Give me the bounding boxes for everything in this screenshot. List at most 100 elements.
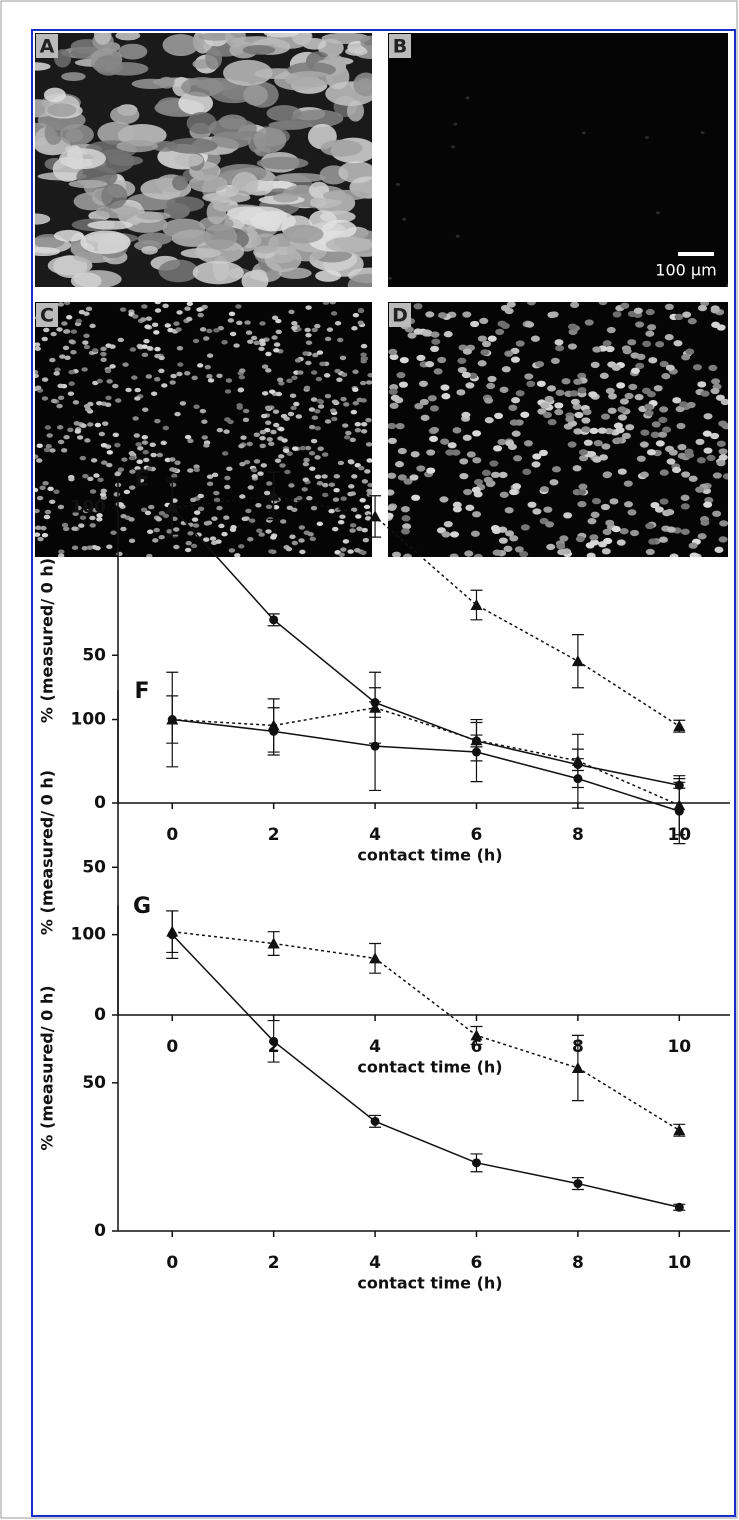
nucleus — [256, 528, 263, 534]
nucleus — [142, 407, 149, 412]
nucleus — [674, 313, 684, 321]
nucleus — [41, 336, 48, 342]
nucleus — [109, 364, 116, 369]
nucleus — [119, 307, 127, 312]
nucleus — [239, 494, 246, 499]
nucleus — [473, 553, 483, 557]
nucleus — [452, 506, 462, 513]
nucleus — [708, 364, 718, 372]
nucleus — [297, 370, 304, 375]
nucleus — [472, 511, 482, 518]
x-tick-label: 4 — [369, 1037, 381, 1057]
nucleus — [35, 532, 41, 537]
marker — [470, 599, 483, 611]
nucleus — [99, 492, 107, 497]
nucleus — [264, 405, 272, 411]
nucleus — [639, 441, 649, 448]
cell — [35, 213, 51, 225]
nucleus — [112, 432, 119, 438]
cell — [263, 33, 299, 38]
nucleus — [499, 491, 509, 498]
nucleus — [271, 315, 279, 321]
nucleus — [274, 458, 282, 463]
nucleus — [260, 463, 267, 468]
panel-label: D — [392, 305, 408, 327]
micrograph-bg — [388, 33, 728, 287]
nucleus — [407, 332, 417, 339]
nucleus — [495, 328, 505, 336]
nucleus — [53, 489, 60, 494]
nucleus — [620, 302, 630, 309]
nucleus — [79, 455, 87, 461]
nucleus — [650, 431, 660, 438]
nucleus — [89, 515, 96, 521]
nucleus — [308, 407, 316, 412]
nucleus — [710, 432, 720, 440]
nucleus — [486, 382, 496, 390]
cell — [47, 103, 77, 117]
nucleus — [144, 510, 152, 516]
nucleus — [602, 528, 612, 536]
nucleus — [395, 422, 405, 430]
cell — [274, 172, 327, 183]
nucleus — [154, 377, 161, 382]
nucleus — [92, 348, 99, 353]
nucleus — [697, 381, 707, 388]
nucleus — [608, 393, 618, 400]
nucleus — [484, 397, 494, 404]
nucleus — [171, 467, 179, 473]
nucleus — [343, 435, 351, 440]
nucleus — [276, 377, 284, 383]
nucleus — [304, 445, 312, 451]
nucleus — [245, 508, 252, 514]
nucleus — [305, 332, 312, 338]
nucleus — [63, 526, 70, 532]
nucleus — [63, 434, 70, 440]
nucleus — [396, 372, 406, 379]
nucleus — [96, 378, 103, 384]
nucleus — [71, 545, 79, 550]
nucleus — [223, 429, 230, 434]
nucleus — [419, 398, 429, 406]
nucleus — [581, 426, 591, 433]
nucleus — [76, 435, 84, 440]
nucleus — [259, 435, 266, 441]
nucleus — [158, 534, 165, 540]
nucleus — [100, 357, 107, 362]
nucleus — [681, 354, 691, 361]
nucleus — [450, 531, 460, 538]
nucleus — [472, 430, 482, 437]
nucleus — [390, 394, 400, 401]
nucleus — [343, 402, 350, 407]
marker — [573, 1179, 583, 1189]
nucleus — [268, 389, 276, 394]
nucleus — [338, 552, 345, 557]
nucleus — [240, 435, 247, 440]
cell — [325, 236, 372, 253]
nucleus — [328, 482, 336, 487]
y-tick-label: 0 — [94, 793, 106, 813]
cell — [61, 72, 86, 82]
nucleus — [508, 404, 518, 411]
nucleus — [685, 451, 695, 459]
nucleus — [176, 371, 183, 377]
nucleus — [132, 314, 139, 319]
nucleus — [43, 327, 50, 333]
cell — [223, 59, 273, 86]
nucleus — [547, 418, 557, 426]
nucleus — [106, 544, 113, 549]
nucleus — [601, 548, 611, 555]
nucleus — [526, 380, 536, 388]
cell — [192, 260, 244, 285]
nucleus — [179, 401, 187, 406]
nucleus — [322, 302, 330, 305]
nucleus — [613, 437, 623, 444]
nucleus — [196, 363, 204, 368]
nucleus — [245, 330, 253, 335]
nucleus — [100, 346, 107, 352]
nucleus — [611, 364, 621, 371]
nucleus — [326, 327, 334, 332]
cell — [581, 131, 586, 135]
nucleus — [141, 435, 148, 440]
marker — [673, 799, 686, 811]
